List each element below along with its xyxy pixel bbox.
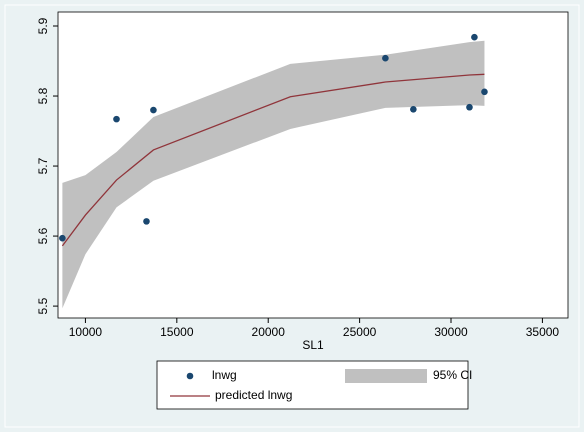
x-tick-label: 10000 [69,325,103,339]
legend-label: lnwg [212,368,237,382]
legend [156,360,469,410]
point [471,33,478,41]
y-tick-label: 5.6 [36,227,50,244]
point [382,54,389,62]
x-axis-label: SL1 [302,338,324,352]
x-tick-label: 15000 [160,325,194,339]
point [410,106,417,113]
point [59,234,66,242]
point [143,218,150,225]
legend-label: predicted lnwg [215,388,292,402]
ci-band [62,40,485,309]
y-tick-label: 5.8 [36,87,50,104]
legend-symbol [186,372,194,380]
y-tick-label: 5.5 [36,297,50,314]
legend-label: 95% CI [433,368,472,382]
legend-symbol [345,369,427,383]
x-tick-label: 25000 [343,325,377,339]
point [466,103,473,111]
fit-line [61,73,485,247]
y-tick-label: 5.9 [36,17,50,34]
x-tick-label: 20000 [252,325,286,339]
point [113,115,120,123]
outer-frame [4,4,580,428]
x-tick-label: 30000 [434,325,468,339]
point [150,106,157,114]
x-tick-label: 35000 [526,325,560,339]
point [481,88,488,96]
y-tick-label: 5.7 [36,157,50,174]
